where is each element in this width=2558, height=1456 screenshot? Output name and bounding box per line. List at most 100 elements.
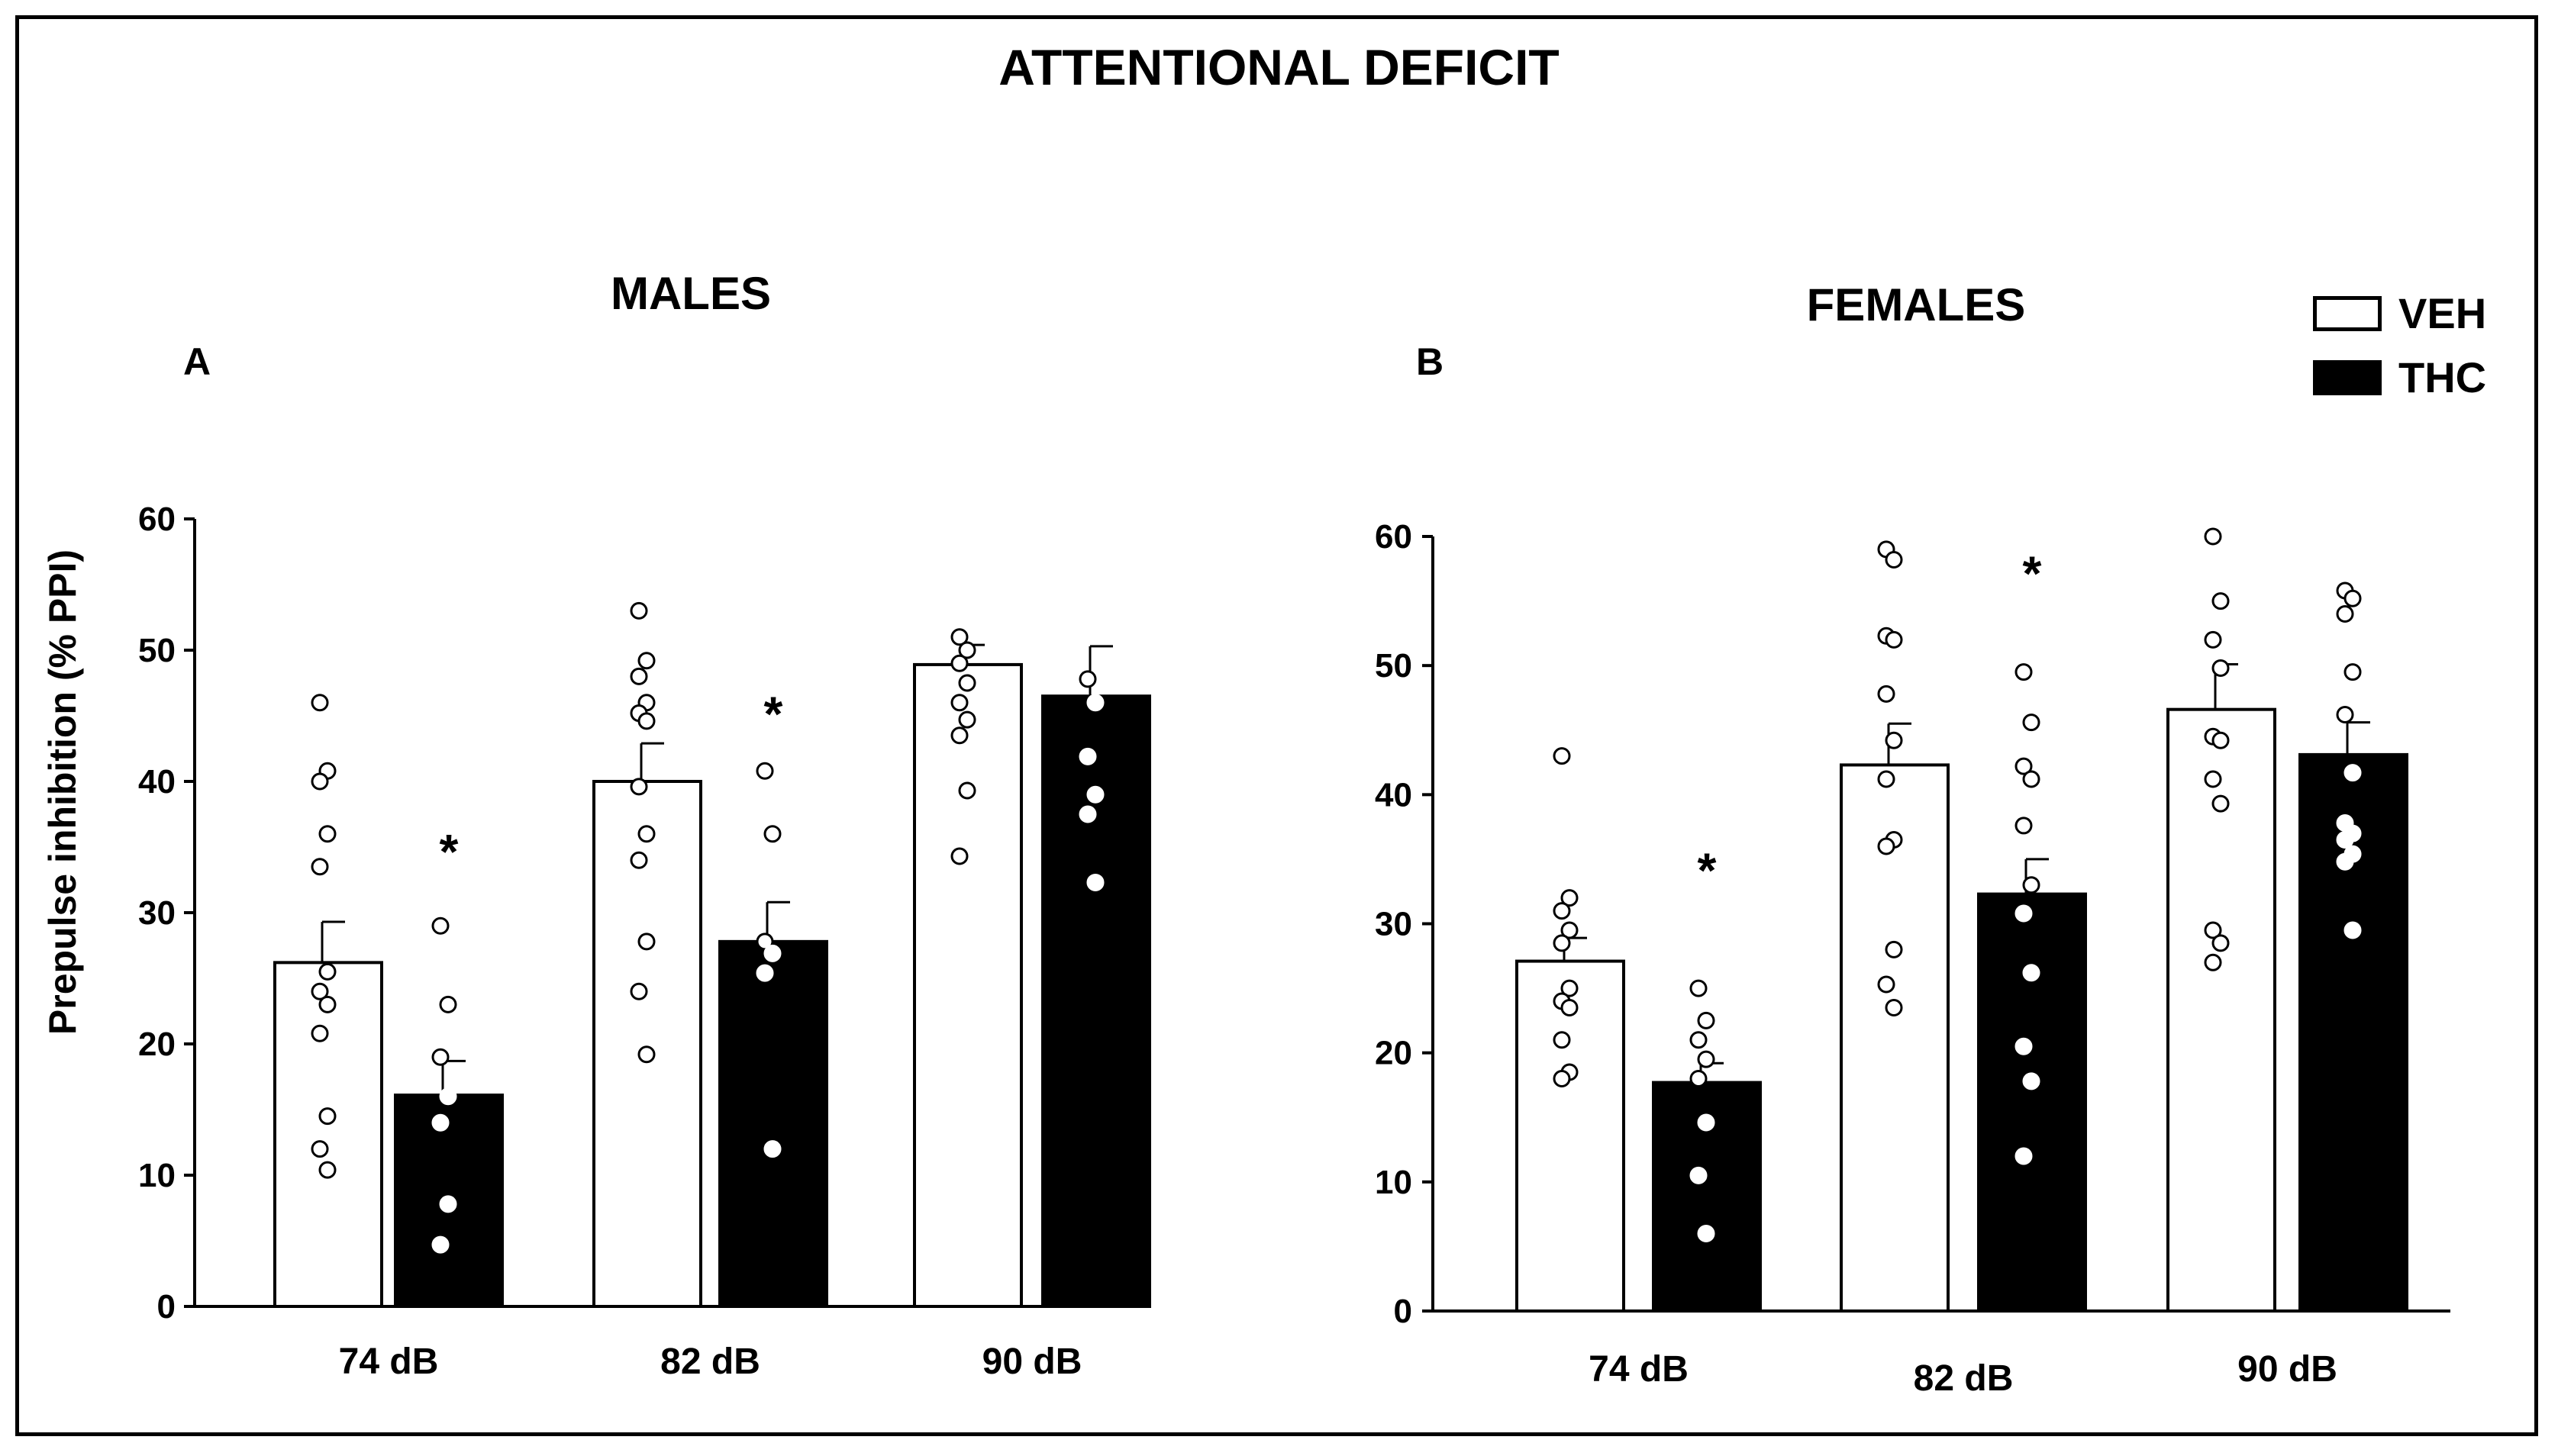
panel-a-data-point [950, 628, 969, 646]
panel-b-bar-veh-2 [1840, 763, 1950, 1313]
panel-a-data-point [958, 641, 976, 659]
panel-a-y-tick-label: 40 [138, 763, 176, 800]
panel-a-data-point [318, 995, 337, 1013]
panel-a-data-point [950, 694, 969, 712]
panel-b-data-point [1877, 685, 1895, 703]
panel-b-data-point [1877, 770, 1895, 788]
panel-a-y-tick-label: 0 [157, 1288, 176, 1326]
panel-a-data-point [311, 694, 329, 712]
panel-b-data-point [2014, 757, 2033, 775]
panel-b-data-point [2022, 770, 2040, 788]
panel-a-data-point [439, 1195, 457, 1213]
panel-b-data-point [1697, 1050, 1715, 1068]
panel-b-data-point [2336, 831, 2354, 849]
panel-b-y-tick-label: 0 [1394, 1293, 1412, 1330]
panel-a-data-point [637, 825, 656, 843]
panel-a-data-point [637, 933, 656, 951]
panel-b-bar-veh-1 [1515, 959, 1625, 1313]
panel-b-data-point [2022, 714, 2040, 732]
panel-a-data-point [958, 674, 976, 692]
panel-a-data-point [431, 1048, 450, 1066]
panel-a-data-point [950, 847, 969, 865]
panel-a-data-point [630, 982, 648, 1000]
panel-b-data-point [1560, 889, 1579, 907]
panel-b-y-tick-label: 40 [1375, 776, 1412, 813]
panel-b-data-point [2014, 1147, 2033, 1165]
panel-b-data-point [2204, 630, 2222, 649]
panel-a-data-point [311, 858, 329, 876]
panel-b-category-label: 90 dB [2237, 1349, 2337, 1390]
panel-b-data-point [2343, 764, 2362, 782]
panel-b-data-point [1553, 934, 1571, 952]
panel-a-data-point [439, 1087, 457, 1106]
panel-b-y-tick-label: 60 [1375, 518, 1412, 556]
legend-thc-label: THC [2398, 353, 2487, 401]
panel-b-significance-marker: * [1698, 842, 1717, 897]
panel-b-category-label: 82 dB [1914, 1358, 2014, 1399]
panel-b-data-point [2336, 852, 2354, 871]
panel-b-data-point [2211, 592, 2230, 610]
panel-a-data-point [1079, 805, 1097, 823]
panel-a-y-tick-label: 30 [138, 894, 176, 932]
panel-a-bar-veh-2 [592, 780, 702, 1308]
panel-b-data-point [1560, 979, 1579, 997]
panel-a-y-tick-label: 20 [138, 1026, 176, 1063]
panel-b-data-point [2343, 663, 2362, 681]
panel-a-data-point [311, 1140, 329, 1158]
panel-a-data-point [958, 710, 976, 729]
panel-b-data-point [1560, 998, 1579, 1016]
panel-b-data-point [2336, 705, 2354, 723]
panel-b-data-point [2204, 527, 2222, 546]
panel-b-data-point [2204, 953, 2222, 971]
panel-a-data-point [756, 762, 774, 780]
panel-b-letter: B [1416, 340, 1444, 383]
panel-b-data-point [2336, 605, 2354, 623]
panel-b-data-point [1885, 998, 1903, 1016]
panel-a-data-point [958, 781, 976, 800]
panel-a-plot: 0 10 20 30 40 50 60 74 dB 82 dB 90 dB * * [138, 501, 1151, 1382]
panel-b-data-point [2204, 770, 2222, 788]
panel-b-y-tick-label: 50 [1375, 647, 1412, 685]
panel-b-data-point [1885, 731, 1903, 749]
panel-b-data-point [2204, 921, 2222, 939]
panel-b-data-point [2211, 934, 2230, 952]
panel-a-data-point [311, 982, 329, 1000]
panel-b-data-point [2014, 817, 2033, 835]
panel-a-y-tick-label: 10 [138, 1157, 176, 1194]
panel-a-data-point [950, 654, 969, 672]
panel-a-data-point [318, 825, 337, 843]
panel-a-data-point [637, 712, 656, 730]
panel-b-data-point [2014, 904, 2033, 923]
panel-a-significance-marker: * [440, 824, 459, 879]
panel-a-data-point [431, 916, 450, 935]
panel-a-data-point [1079, 747, 1097, 765]
legend-thc-swatch [2313, 360, 2382, 395]
panel-a-data-point [630, 667, 648, 685]
panel-b-title: FEMALES [1806, 279, 2026, 330]
panel-b-data-point [2022, 876, 2040, 894]
panel-a-data-point [311, 1024, 329, 1042]
panel-a-y-tick-label: 60 [138, 501, 176, 538]
panel-a-data-point [1086, 873, 1105, 891]
panel-b-data-point [2343, 921, 2362, 939]
panel-a-data-point [318, 1161, 337, 1179]
panel-b-data-point [2022, 964, 2040, 982]
panel-b-data-point [1877, 975, 1895, 994]
panel-b-data-point [1689, 1070, 1708, 1087]
panel-a-significance-marker: * [764, 686, 783, 741]
panel-b-significance-marker: * [2023, 546, 2042, 601]
panel-b-data-point [2014, 663, 2033, 681]
panel-a-data-point [763, 825, 782, 843]
panel-a-data-point [763, 1140, 782, 1158]
panel-a-category-label: 82 dB [660, 1342, 760, 1382]
panel-b-data-point [1697, 1011, 1715, 1029]
panel-b-data-point [2022, 1072, 2040, 1090]
panel-a-data-point [630, 601, 648, 620]
panel-a-data-point [439, 995, 457, 1013]
panel-a-data-point [630, 851, 648, 869]
panel-a-title: MALES [611, 268, 771, 319]
panel-a-data-point [630, 778, 648, 796]
panel-b-data-point [2014, 1037, 2033, 1055]
panel-b-data-point [1553, 747, 1571, 765]
